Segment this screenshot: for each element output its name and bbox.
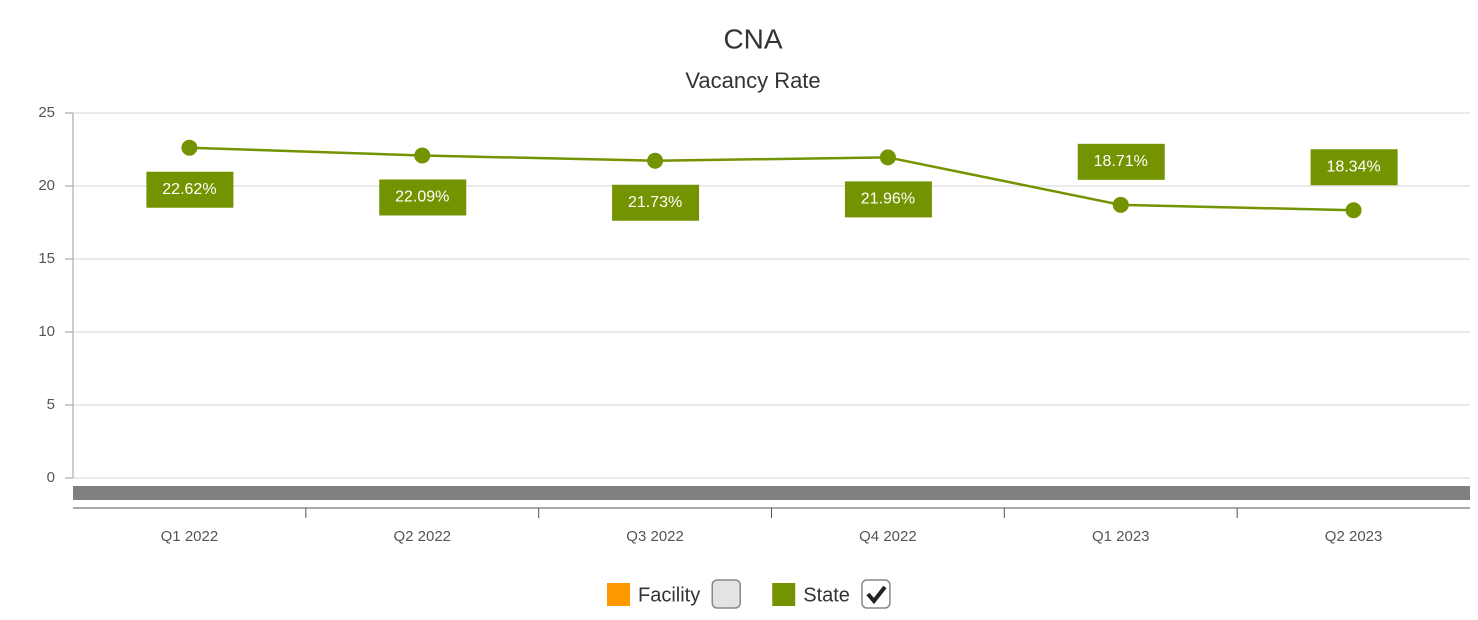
x-tick-label: Q1 2022 (161, 528, 219, 545)
data-label: 18.71% (1094, 153, 1148, 170)
checkmark (866, 585, 887, 605)
legend-checkbox[interactable] (711, 579, 741, 609)
point (879, 149, 896, 166)
data-label-box (146, 171, 234, 208)
legend-swatch (607, 583, 630, 606)
y-tick-label: 20 (38, 177, 55, 194)
line (189, 146, 1354, 212)
legend-label: Facility (638, 584, 700, 606)
point (414, 147, 431, 164)
chart-subtitle: Vacancy Rate (685, 68, 820, 93)
x-tick-label: Q2 2022 (393, 528, 451, 545)
y-tick-label: 5 (47, 396, 55, 413)
data-label-box (1310, 149, 1398, 186)
y-tick-label: 10 (38, 323, 55, 340)
data-label-box (612, 184, 700, 221)
legend-checkbox[interactable] (861, 579, 891, 609)
scrollbar[interactable] (73, 486, 1470, 500)
y-tick-label: 0 (47, 469, 55, 486)
data-label: 21.73% (628, 194, 682, 211)
point (1345, 202, 1362, 219)
data-label: 22.09% (395, 189, 449, 206)
data-label: 18.34% (1326, 158, 1380, 175)
x-tick-label: Q4 2022 (859, 528, 917, 545)
chart-title: CNA (723, 23, 782, 54)
x-tick-label: Q2 2023 (1325, 528, 1383, 545)
data-label-box (379, 179, 467, 216)
data-label-box (844, 181, 932, 218)
data-label-box (1077, 143, 1165, 180)
point (181, 139, 198, 156)
x-tick-label: Q1 2023 (1092, 528, 1150, 545)
data-label: 22.62% (162, 181, 216, 198)
legend-label: State (803, 584, 850, 606)
y-tick-label: 25 (38, 104, 55, 121)
data-label: 21.96% (861, 191, 915, 208)
point (1112, 196, 1129, 213)
x-tick-label: Q3 2022 (626, 528, 684, 545)
y-tick-label: 15 (38, 250, 55, 267)
point (647, 152, 664, 169)
legend-swatch (772, 583, 796, 606)
